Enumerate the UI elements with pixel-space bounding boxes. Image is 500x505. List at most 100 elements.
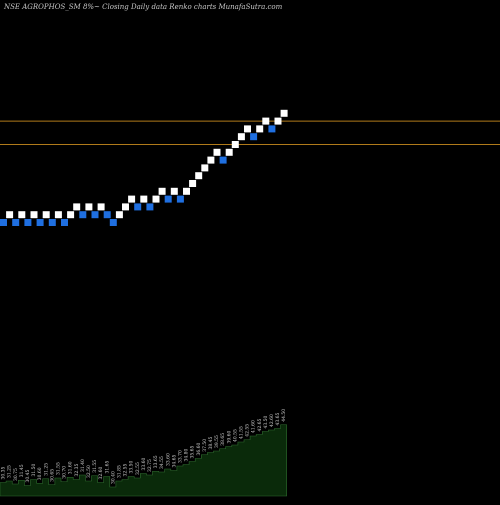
volume-label: 32.55 [123, 463, 129, 476]
renko-brick-down [176, 195, 184, 203]
renko-brick-up [256, 125, 264, 133]
renko-brick-down [250, 133, 258, 141]
volume-label: 32.50 [86, 465, 92, 478]
renko-brick-up [213, 148, 221, 156]
renko-brick-up [274, 117, 282, 125]
renko-brick-down [12, 219, 20, 226]
volume-label: 37.50 [202, 439, 208, 452]
renko-brick-down [219, 156, 227, 164]
renko-brick-down [91, 211, 99, 219]
renko-brick-down [24, 219, 32, 226]
volume-label: 43.50 [263, 415, 269, 428]
renko-brick-up [30, 211, 38, 219]
volume-area [0, 424, 288, 497]
volume-label: 39.55 [214, 435, 220, 448]
renko-brick-down [109, 219, 117, 226]
renko-brick-up [201, 164, 209, 172]
volume-label: 31.60 [68, 461, 74, 474]
chart-title: NSE AGROPHOS_SM 8%~ Closing Daily data R… [4, 3, 283, 11]
renko-brick-up [158, 187, 166, 195]
volume-label: 32.75 [147, 459, 153, 472]
volume-label: 33.70 [177, 450, 183, 463]
renko-brick-down [61, 219, 68, 226]
volume-label: 34.80 [184, 448, 190, 461]
volume-label: 38.45 [208, 436, 214, 449]
renko-brick-down [79, 211, 87, 219]
volume-label: 32.35 [74, 463, 80, 476]
volume-label: 33.60 [141, 457, 147, 470]
renko-brick-up [42, 211, 50, 219]
volume-label: 34.55 [159, 456, 165, 469]
renko-brick-up [115, 211, 123, 219]
renko-brick-down [164, 195, 172, 203]
volume-label: 31.40 [80, 459, 86, 472]
renko-brick-up [244, 125, 251, 133]
volume-label: 36.60 [196, 442, 202, 455]
volume-label: 33.50 [129, 460, 135, 473]
volume-label: 31.25 [7, 465, 13, 478]
renko-brick-up [170, 187, 178, 195]
renko-brick-up [237, 133, 245, 141]
volume-label: 30.60 [37, 467, 43, 480]
volume-label: 33.65 [153, 455, 159, 468]
volume-label: 31.55 [92, 460, 98, 473]
volume-label: 41.55 [238, 426, 244, 439]
volume-label: 30.40 [110, 471, 116, 484]
volume-label: 30.75 [13, 468, 19, 481]
renko-brick-up [280, 109, 288, 117]
volume-label: 33.60 [165, 453, 171, 466]
renko-brick-up [152, 195, 160, 203]
volume-label: 30.65 [49, 469, 55, 482]
renko-brick-up [189, 180, 197, 187]
renko-brick-down [0, 219, 7, 226]
reference-lines [0, 120, 500, 145]
renko-bricks [0, 109, 288, 226]
volume-label: 30.35 [1, 466, 7, 479]
renko-brick-up [195, 172, 203, 180]
renko-brick-up [262, 117, 270, 125]
renko-brick-down [103, 211, 111, 219]
volume-label: 30.45 [25, 469, 31, 482]
renko-brick-up [225, 148, 233, 156]
volume-label: 40.55 [232, 429, 238, 442]
renko-brick-up [122, 203, 129, 211]
renko-brick-down [268, 125, 276, 133]
renko-brick-up [128, 195, 136, 203]
renko-brick-up [73, 203, 81, 211]
renko-brick-up [140, 195, 148, 203]
volume-label: 31.25 [43, 463, 49, 476]
renko-brick-up [207, 156, 215, 164]
volume-label: 31.50 [31, 463, 37, 476]
renko-brick-down [36, 219, 44, 226]
volume-label: 39.60 [226, 430, 232, 443]
renko-brick-up [54, 211, 62, 219]
volume-label: 31.85 [116, 465, 122, 478]
volume-label: 42.65 [257, 418, 263, 431]
volume-label: 31.45 [19, 464, 25, 477]
volume-label: 34.65 [171, 454, 177, 467]
renko-brick-up [67, 211, 75, 219]
renko-brick-up [85, 203, 93, 211]
volume-label: 35.65 [190, 445, 196, 458]
renko-brick-down [134, 203, 142, 211]
volume-label: 44.50 [281, 409, 287, 422]
renko-brick-up [6, 211, 14, 219]
volume-label: 32.60 [98, 466, 104, 479]
volume-label: 42.55 [245, 424, 251, 437]
renko-brick-up [97, 203, 105, 211]
volume-label: 31.65 [104, 460, 110, 473]
volume-label: 42.60 [269, 414, 275, 427]
volume-labels: 30.35 31.25 30.75 31.45 30.45 31.50 30.60 31.25… [1, 409, 288, 484]
volume-label: 41.60 [251, 420, 257, 433]
volume-label: 32.55 [135, 462, 141, 475]
volume-label: 38.65 [220, 433, 226, 446]
volume-label: 30.70 [62, 466, 68, 479]
volume-label: 43.65 [275, 412, 281, 425]
renko-brick-up [183, 187, 190, 195]
renko-brick-down [146, 203, 154, 211]
renko-brick-up [18, 211, 26, 219]
renko-brick-up [231, 141, 239, 148]
renko-brick-down [48, 219, 56, 226]
